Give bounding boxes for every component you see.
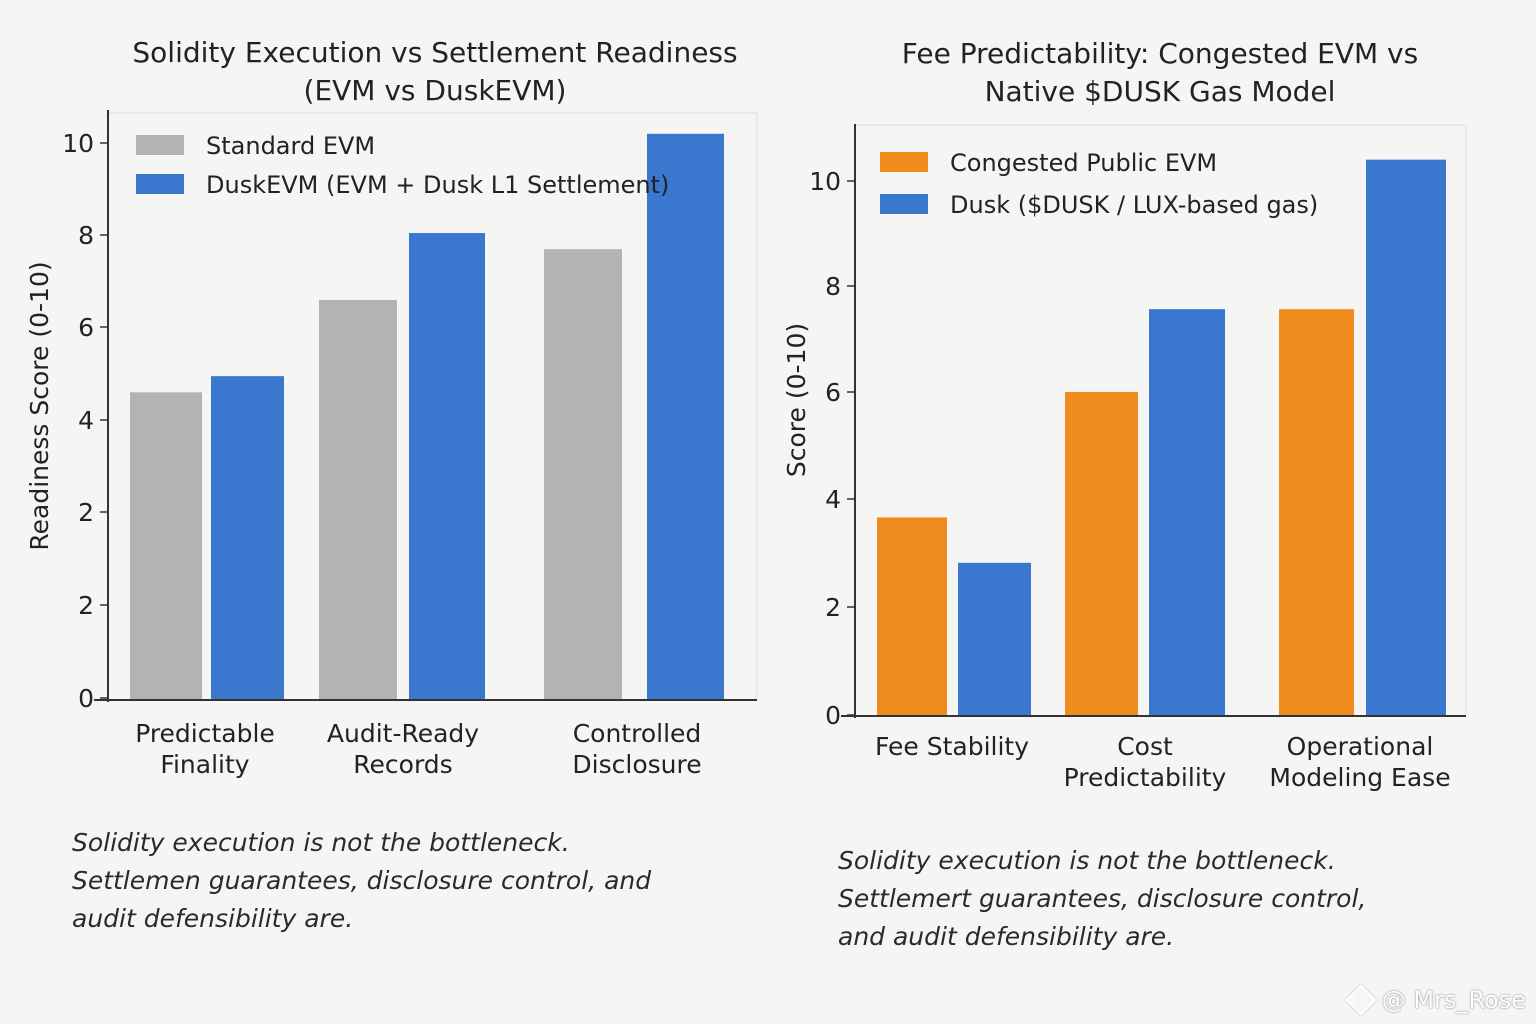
- y-tick-label: 6: [825, 378, 841, 407]
- legend-label: Congested Public EVM: [950, 149, 1217, 177]
- binance-diamond-icon: [1345, 984, 1377, 1016]
- y-tick-label: 10: [62, 129, 94, 158]
- x-tick-label: Operational Modeling Ease: [1269, 732, 1450, 792]
- y-tick-label: 8: [78, 221, 94, 250]
- y-axis-label: Readiness Score (0-10): [25, 261, 54, 550]
- y-tick-label: 10: [809, 167, 841, 196]
- left-chart: Predictable Finality Audit-Ready Records Con…: [25, 110, 758, 779]
- y-tick-label: 6: [78, 313, 94, 342]
- bar-series-a: [319, 299, 397, 700]
- y-axis-label: Score (0-10): [782, 323, 811, 477]
- x-tick-label: Cost Predictability: [1064, 732, 1227, 792]
- right-caption: Solidity execution is not the bottleneck…: [838, 846, 1367, 951]
- bar-series-b: [958, 562, 1031, 716]
- legend-swatch: [136, 174, 184, 194]
- bar-series-a: [877, 517, 947, 716]
- bar-series-a: [1065, 391, 1138, 716]
- x-tick-label: Controlled Disclosure: [572, 719, 701, 779]
- y-tick-label: 0: [78, 684, 94, 713]
- bar-series-a: [1279, 309, 1354, 716]
- legend-label: Dusk ($DUSK / LUX-based gas): [950, 191, 1318, 219]
- y-tick-label: 4: [78, 406, 94, 435]
- watermark-text: @ Mrs_Rose: [1381, 986, 1526, 1014]
- legend-label: DuskEVM (EVM + Dusk L1 Settlement): [206, 171, 669, 199]
- right-chart-title: Fee Predictability: Congested EVM vs Nat…: [901, 37, 1419, 108]
- bar-series-b: [1366, 159, 1446, 716]
- right-chart: Fee Stability Cost Predictability Operation…: [782, 124, 1467, 792]
- legend-swatch: [136, 135, 184, 155]
- y-tick-label: 2: [825, 593, 841, 622]
- left-chart-title: Solidity Execution vs Settlement Readine…: [132, 36, 738, 107]
- left-caption: Solidity execution is not the bottleneck…: [72, 828, 652, 933]
- bar-series-b: [647, 133, 724, 700]
- legend-label: Standard EVM: [206, 132, 375, 160]
- legend-swatch: [880, 194, 928, 214]
- bar-series-b: [1149, 309, 1225, 716]
- y-tick-label: 2: [78, 498, 94, 527]
- x-tick-label: Predictable Finality: [135, 719, 275, 779]
- bar-series-a: [130, 392, 202, 700]
- x-tick-label: Fee Stability: [875, 732, 1029, 761]
- y-tick-label: 0: [825, 701, 841, 730]
- bar-series-a: [544, 249, 622, 700]
- y-tick-label: 4: [825, 485, 841, 514]
- legend-swatch: [880, 152, 928, 172]
- bar-series-b: [409, 233, 485, 700]
- watermark: @ Mrs_Rose: [1345, 984, 1526, 1016]
- x-tick-label: Audit-Ready Records: [327, 719, 479, 779]
- y-tick-label: 2: [78, 591, 94, 620]
- bar-series-b: [211, 376, 284, 700]
- y-tick-label: 8: [825, 272, 841, 301]
